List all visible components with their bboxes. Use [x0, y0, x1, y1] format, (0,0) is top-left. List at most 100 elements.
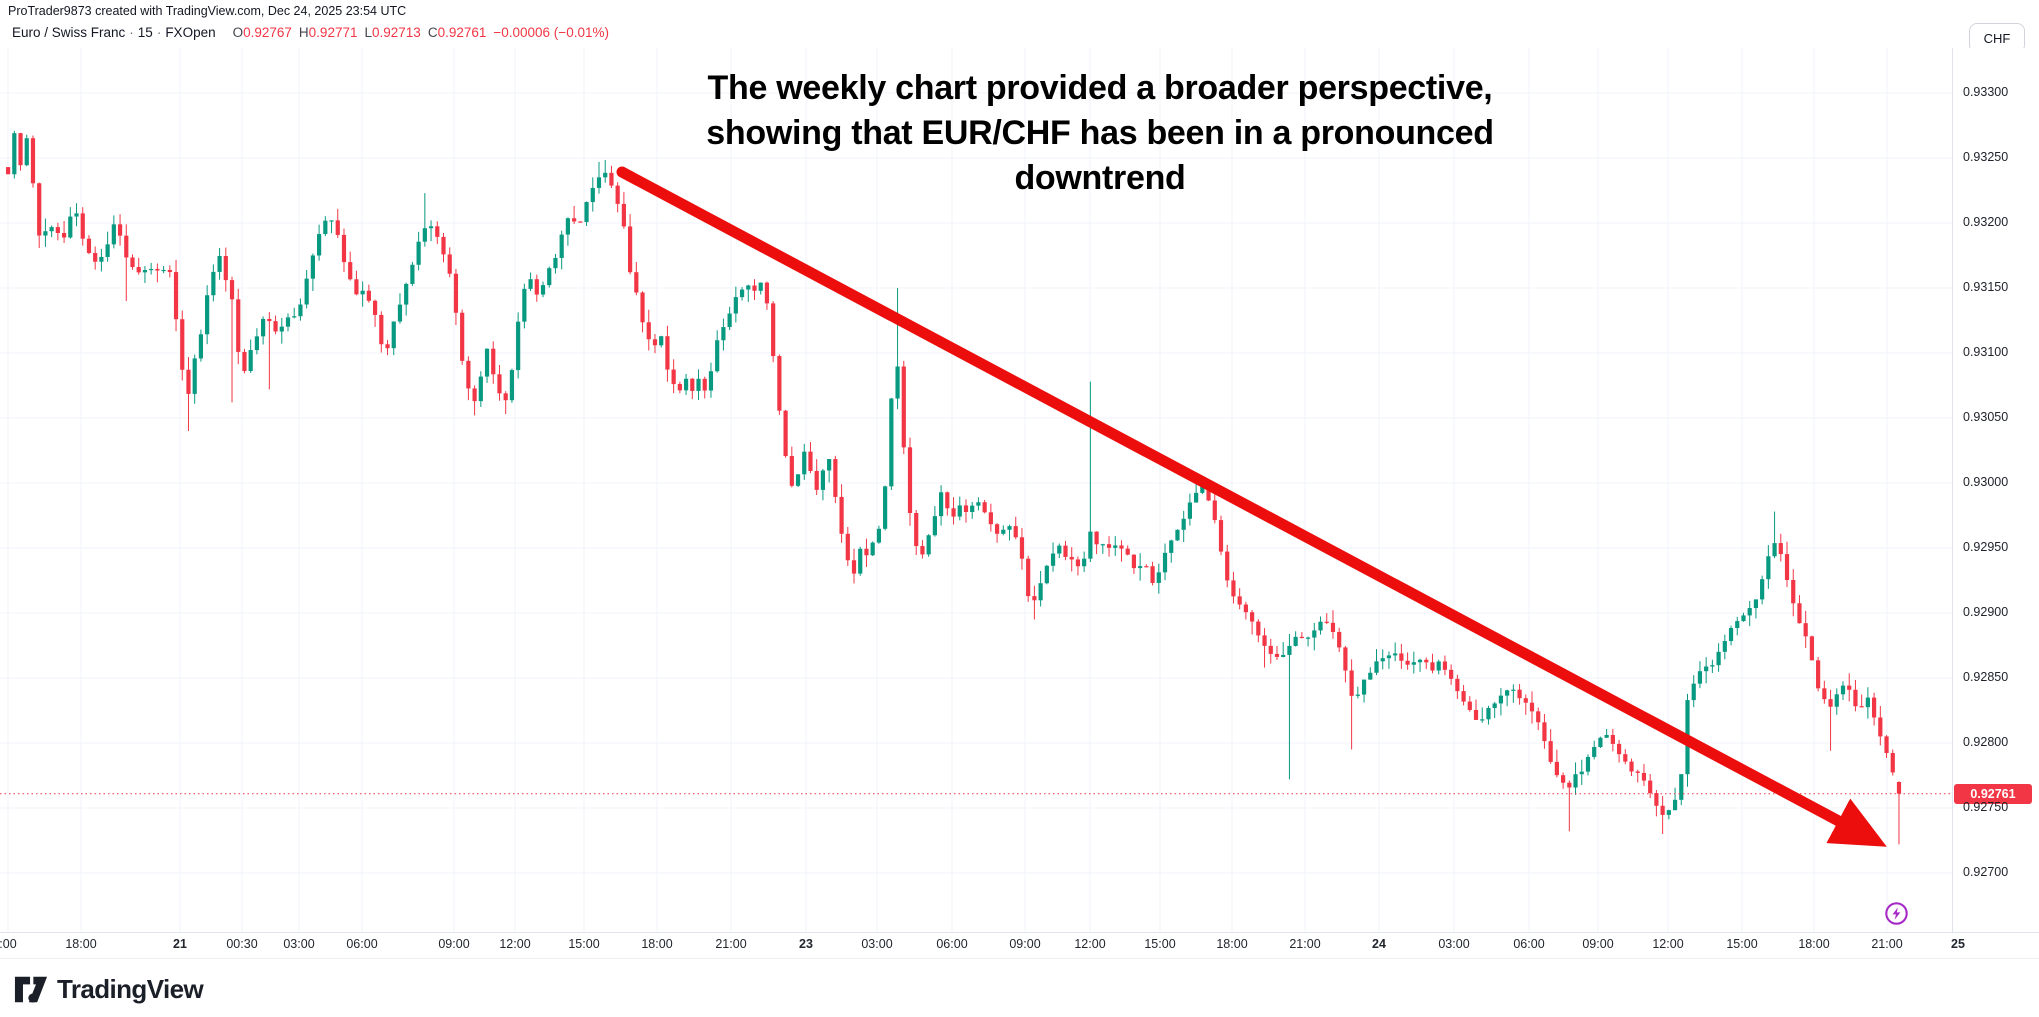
price-axis-label: 0.92950 — [1963, 540, 2009, 554]
price-axis[interactable]: 0.92761 0.93300 0.93250 0.93200 0.93150 0.93… — [1953, 48, 2039, 932]
candle-body — [777, 356, 782, 411]
candle-body — [86, 238, 92, 253]
candle-body — [1896, 782, 1902, 794]
candle-body — [1162, 552, 1168, 573]
time-axis-label: :00 — [0, 937, 17, 951]
candle-body — [435, 226, 440, 237]
candle-body — [478, 376, 483, 402]
candle-body — [1069, 556, 1074, 560]
trend-arrow[interactable] — [616, 166, 1887, 847]
candle-body — [1057, 545, 1062, 554]
candle-body — [372, 300, 378, 315]
candle-body — [1766, 556, 1771, 580]
candle-body — [764, 282, 770, 304]
candle-body — [298, 304, 303, 317]
candle-body — [1641, 772, 1647, 781]
candle-body — [1399, 653, 1404, 661]
candle-body — [1679, 774, 1684, 800]
price-axis-label: 0.92750 — [1963, 800, 2009, 814]
candle-body — [1635, 771, 1640, 773]
candle-body — [1561, 775, 1566, 783]
candle-body — [292, 316, 297, 318]
candle-body — [1455, 678, 1460, 692]
candle-body — [111, 224, 116, 245]
candle-body — [49, 227, 54, 232]
candle-body — [1660, 805, 1665, 815]
candle-body — [1809, 636, 1814, 661]
candle-body — [1542, 722, 1547, 742]
close-value: 0.92761 — [437, 25, 487, 40]
candle-body — [1623, 754, 1628, 762]
candle-body — [665, 336, 670, 370]
candle-body — [1119, 545, 1124, 549]
candle-body — [161, 269, 166, 272]
candle-body — [1760, 579, 1765, 600]
candle-body — [1529, 702, 1535, 712]
candle-body — [1436, 661, 1441, 671]
candle-body — [1194, 492, 1199, 503]
candle-body — [733, 297, 738, 314]
flash-marker-icon[interactable] — [1884, 901, 1909, 926]
candle-body — [329, 220, 334, 222]
candle-body — [304, 278, 309, 305]
candle-body — [491, 348, 496, 375]
tradingview-logo[interactable]: TradingView — [14, 974, 204, 1005]
candle-body — [702, 378, 707, 391]
candle-body — [404, 283, 409, 305]
candle-body — [149, 268, 154, 271]
time-axis-label: 18:00 — [65, 937, 97, 951]
candle-body — [547, 268, 552, 286]
candle-body — [99, 256, 104, 262]
candle-body — [795, 474, 801, 486]
candle-body — [945, 492, 950, 509]
candle-body — [1878, 717, 1883, 737]
candle-body — [1330, 622, 1336, 632]
candle-body — [1274, 653, 1280, 657]
candle-body — [708, 371, 714, 391]
candle-body — [1784, 554, 1790, 580]
candle-body — [789, 456, 794, 486]
time-axis-label: 12:00 — [499, 937, 531, 951]
time-axis[interactable]: :00 18:00 21 00:30 03:00 06:00 09:00 12:00 15:00… — [0, 933, 2039, 958]
candle-body — [721, 327, 726, 341]
candle-body — [1063, 545, 1068, 557]
candle-body — [1082, 558, 1087, 567]
candle-body — [385, 344, 390, 349]
candle-body — [901, 366, 906, 448]
candle-body — [1865, 697, 1870, 708]
candle-body — [1312, 630, 1317, 638]
candle-body — [970, 505, 975, 512]
candle-body — [1697, 671, 1703, 684]
candle-body — [310, 255, 315, 279]
candle-body — [1106, 544, 1112, 548]
candle-body — [503, 393, 508, 401]
candle-body — [155, 268, 160, 271]
candle-body — [1585, 756, 1591, 772]
candle-body — [323, 220, 328, 235]
candle-body — [1088, 531, 1093, 559]
symbol-name[interactable]: Euro / Swiss Franc — [12, 25, 126, 40]
time-axis-label: 15:00 — [1144, 937, 1176, 951]
candle-body — [758, 282, 763, 291]
candle-body — [1884, 736, 1889, 754]
candle-body — [453, 273, 459, 313]
candle-body — [105, 244, 110, 257]
interval-label[interactable]: 15 — [137, 25, 153, 40]
candle-body — [1548, 741, 1553, 762]
candle-body — [845, 533, 850, 561]
candle-body — [410, 264, 415, 284]
candle-body — [889, 398, 894, 487]
candle-body — [1473, 709, 1479, 720]
symbol-info-bar[interactable]: Euro / Swiss Franc · 15 · FXOpen O0.92767 H0.9… — [12, 25, 609, 40]
candle-body — [864, 548, 869, 556]
time-axis-label: 21:00 — [715, 937, 747, 951]
candle-body — [1753, 599, 1759, 609]
candle-body — [1666, 810, 1671, 815]
chart-canvas[interactable] — [0, 48, 1959, 932]
time-axis-label: 06:00 — [936, 937, 968, 951]
candle-body — [584, 202, 589, 223]
candle-body — [839, 496, 844, 534]
candle-body — [1797, 603, 1802, 624]
candlestick-chart[interactable] — [0, 48, 1959, 932]
candle-body — [1001, 529, 1006, 534]
